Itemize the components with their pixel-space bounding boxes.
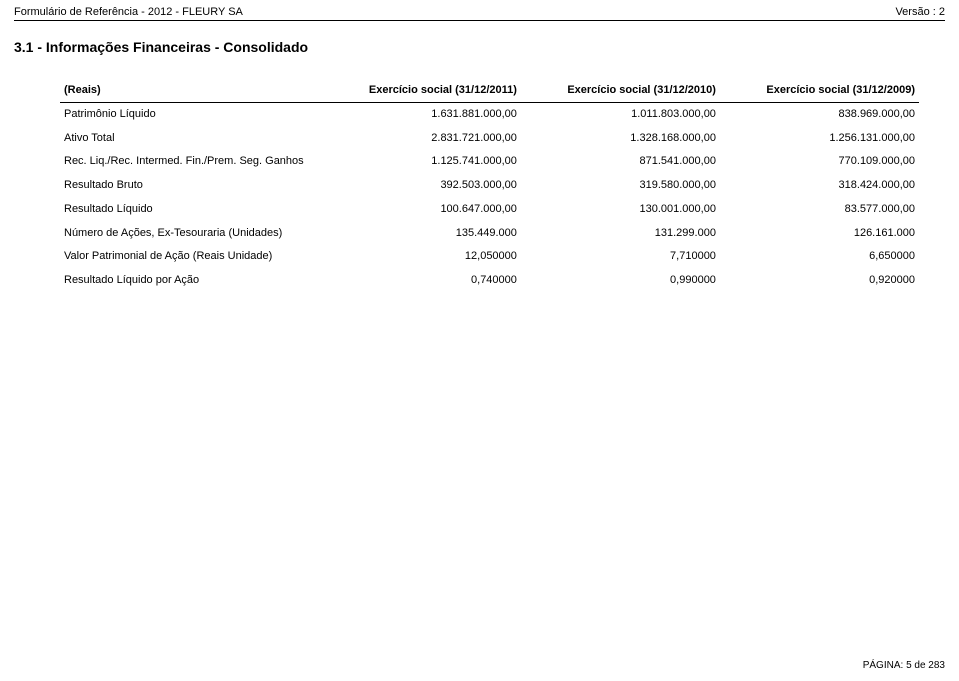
- cell: 319.580.000,00: [521, 174, 720, 198]
- cell: 12,050000: [332, 245, 521, 269]
- cell: 7,710000: [521, 245, 720, 269]
- header-rule: [14, 20, 945, 21]
- row-label: Resultado Bruto: [60, 174, 332, 198]
- cell: 318.424.000,00: [720, 174, 919, 198]
- cell: 0,740000: [332, 269, 521, 293]
- table-row: Resultado Líquido 100.647.000,00 130.001…: [60, 198, 919, 222]
- table-row: Ativo Total 2.831.721.000,00 1.328.168.0…: [60, 127, 919, 151]
- table-row: Número de Ações, Ex-Tesouraria (Unidades…: [60, 222, 919, 246]
- row-label: Ativo Total: [60, 127, 332, 151]
- col-head-2009: Exercício social (31/12/2009): [720, 81, 919, 102]
- col-head-2011: Exercício social (31/12/2011): [332, 81, 521, 102]
- table-row: Patrimônio Líquido 1.631.881.000,00 1.01…: [60, 102, 919, 126]
- page-header: Formulário de Referência - 2012 - FLEURY…: [0, 0, 959, 20]
- row-label: Rec. Liq./Rec. Intermed. Fin./Prem. Seg.…: [60, 150, 332, 174]
- cell: 1.256.131.000,00: [720, 127, 919, 151]
- col-head-2010: Exercício social (31/12/2010): [521, 81, 720, 102]
- cell: 770.109.000,00: [720, 150, 919, 174]
- row-label: Número de Ações, Ex-Tesouraria (Unidades…: [60, 222, 332, 246]
- cell: 6,650000: [720, 245, 919, 269]
- row-label: Resultado Líquido: [60, 198, 332, 222]
- header-left: Formulário de Referência - 2012 - FLEURY…: [14, 6, 243, 18]
- cell: 2.831.721.000,00: [332, 127, 521, 151]
- cell: 131.299.000: [521, 222, 720, 246]
- cell: 0,920000: [720, 269, 919, 293]
- financial-table-wrap: (Reais) Exercício social (31/12/2011) Ex…: [0, 81, 959, 293]
- table-row: Resultado Bruto 392.503.000,00 319.580.0…: [60, 174, 919, 198]
- cell: 1.125.741.000,00: [332, 150, 521, 174]
- cell: 100.647.000,00: [332, 198, 521, 222]
- row-label: Resultado Líquido por Ação: [60, 269, 332, 293]
- table-row: Valor Patrimonial de Ação (Reais Unidade…: [60, 245, 919, 269]
- table-header-row: (Reais) Exercício social (31/12/2011) Ex…: [60, 81, 919, 102]
- row-label: Patrimônio Líquido: [60, 102, 332, 126]
- table-row: Resultado Líquido por Ação 0,740000 0,99…: [60, 269, 919, 293]
- cell: 0,990000: [521, 269, 720, 293]
- cell: 126.161.000: [720, 222, 919, 246]
- cell: 1.631.881.000,00: [332, 102, 521, 126]
- cell: 1.328.168.000,00: [521, 127, 720, 151]
- section-title: 3.1 - Informações Financeiras - Consolid…: [0, 39, 959, 81]
- table-row: Rec. Liq./Rec. Intermed. Fin./Prem. Seg.…: [60, 150, 919, 174]
- cell: 135.449.000: [332, 222, 521, 246]
- cell: 392.503.000,00: [332, 174, 521, 198]
- col-head-reais: (Reais): [60, 81, 332, 102]
- cell: 130.001.000,00: [521, 198, 720, 222]
- cell: 871.541.000,00: [521, 150, 720, 174]
- cell: 1.011.803.000,00: [521, 102, 720, 126]
- page-footer: PÁGINA: 5 de 283: [863, 660, 945, 671]
- cell: 838.969.000,00: [720, 102, 919, 126]
- header-right: Versão : 2: [895, 6, 945, 18]
- row-label: Valor Patrimonial de Ação (Reais Unidade…: [60, 245, 332, 269]
- cell: 83.577.000,00: [720, 198, 919, 222]
- financial-table: (Reais) Exercício social (31/12/2011) Ex…: [60, 81, 919, 293]
